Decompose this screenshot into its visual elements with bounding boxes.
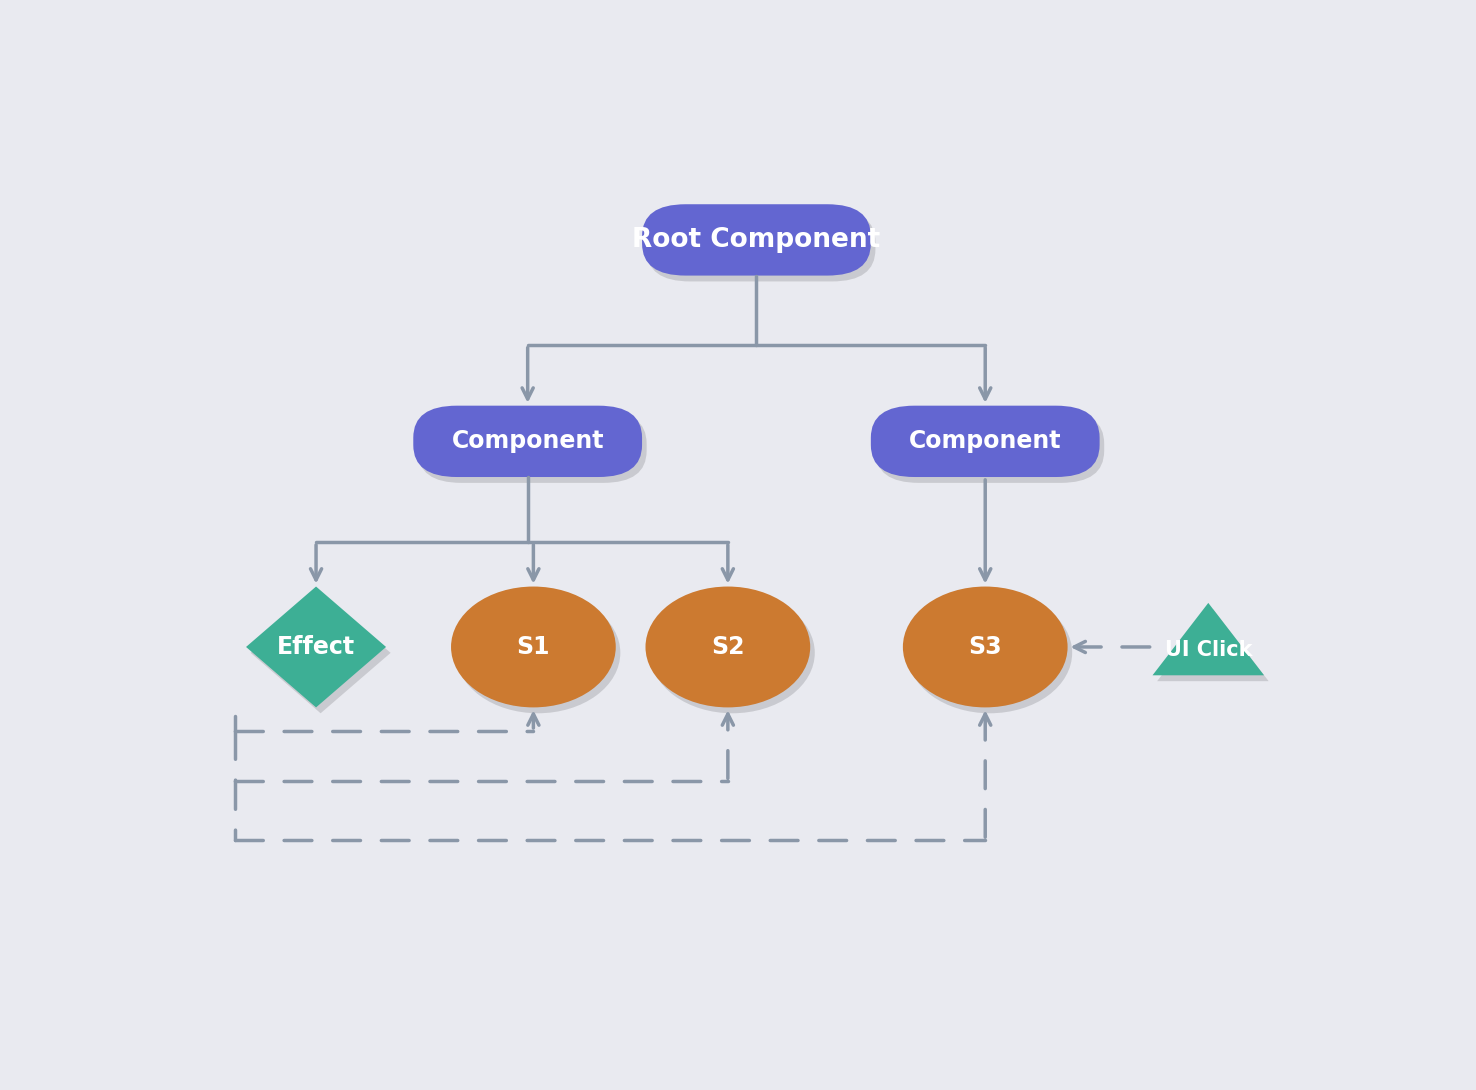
FancyBboxPatch shape [646,210,875,281]
Ellipse shape [908,592,1072,713]
FancyBboxPatch shape [871,405,1100,477]
Ellipse shape [645,586,810,707]
Text: Component: Component [909,429,1061,453]
FancyBboxPatch shape [418,412,646,483]
Ellipse shape [452,586,615,707]
Polygon shape [1157,609,1269,681]
Text: Root Component: Root Component [632,227,881,253]
Text: S1: S1 [517,635,551,659]
Text: Effect: Effect [277,635,356,659]
FancyBboxPatch shape [413,405,642,477]
FancyBboxPatch shape [875,412,1104,483]
Text: UI Click: UI Click [1165,640,1252,661]
Text: S2: S2 [711,635,744,659]
Polygon shape [251,592,391,713]
Ellipse shape [903,586,1067,707]
Ellipse shape [456,592,620,713]
Ellipse shape [649,592,815,713]
FancyBboxPatch shape [642,204,871,276]
Text: S3: S3 [968,635,1002,659]
Polygon shape [246,586,387,707]
Polygon shape [1153,603,1263,676]
Text: Component: Component [452,429,604,453]
